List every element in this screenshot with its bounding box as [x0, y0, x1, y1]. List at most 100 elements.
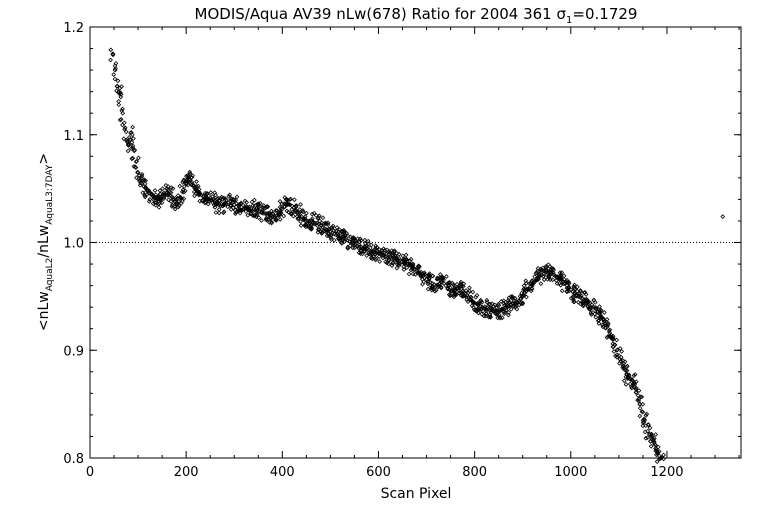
data-point-scatter — [406, 271, 412, 277]
data-point-scatter — [136, 155, 141, 161]
data-point-scatter — [229, 196, 235, 201]
data-point-scatter — [558, 276, 564, 282]
data-point — [631, 380, 637, 385]
data-point-scatter — [293, 204, 299, 210]
data-point-scatter — [391, 249, 397, 255]
x-axis-label: Scan Pixel — [381, 486, 452, 502]
data-point-scatter — [476, 310, 481, 316]
data-point-scatter — [328, 235, 334, 241]
data-point-scatter — [394, 250, 400, 256]
data-point-scatter — [146, 199, 152, 204]
data-point-scatter — [374, 256, 379, 262]
data-point-scatter — [620, 363, 626, 369]
data-point-scatter — [309, 226, 314, 231]
data-point-scatter — [558, 282, 564, 288]
data-point-scatter — [386, 251, 392, 257]
x-tick-label: 1200 — [650, 465, 683, 480]
data-point-scatter — [519, 301, 525, 307]
x-tick-label: 400 — [270, 465, 295, 480]
data-point-scatter — [394, 265, 400, 271]
data-point-scatter — [571, 297, 577, 303]
data-point-scatter — [484, 299, 490, 305]
data-point-scatter — [617, 356, 623, 362]
data-point — [118, 94, 124, 100]
data-point-scatter — [656, 449, 662, 454]
data-point-scatter — [177, 183, 183, 189]
data-point-scatter — [612, 342, 617, 348]
data-point-scatter — [452, 285, 457, 291]
data-point-scatter — [118, 91, 124, 97]
data-point-scatter — [194, 179, 199, 184]
data-point-scatter — [335, 231, 341, 237]
data-point-scatter — [161, 194, 167, 200]
data-point-scatter — [602, 310, 607, 315]
data-point-scatter — [523, 278, 529, 284]
data-point-scatter — [517, 293, 523, 299]
data-point-scatter — [548, 267, 554, 273]
data-point-scatter — [156, 194, 161, 199]
data-point-scatter — [643, 435, 649, 441]
data-point-scatter — [496, 312, 502, 318]
data-point-scatter — [594, 306, 600, 312]
data-point-scatter — [637, 401, 643, 407]
data-point-scatter — [262, 206, 268, 211]
data-point-scatter — [652, 441, 658, 447]
data-point-scatter — [494, 305, 499, 311]
data-point-scatter — [584, 300, 589, 305]
data-point-scatter — [194, 187, 200, 193]
data-point-scatter — [134, 175, 139, 181]
data-point-scatter — [654, 452, 659, 458]
data-point-scatter — [379, 247, 385, 253]
data-point — [393, 257, 399, 263]
data-point-scatter — [601, 319, 607, 324]
data-point-scatter — [325, 220, 331, 226]
data-point-scatter — [543, 274, 549, 280]
data-point — [501, 306, 506, 312]
data-point-scatter — [390, 250, 395, 256]
data-point-scatter — [152, 188, 158, 193]
data-point-scatter — [487, 312, 493, 318]
data-point-scatter — [415, 266, 421, 272]
data-point-scatter — [624, 363, 630, 369]
data-point-scatter — [124, 138, 130, 144]
data-point-scatter — [390, 260, 396, 265]
data-point — [406, 262, 412, 268]
data-point — [228, 199, 233, 204]
data-point-scatter — [470, 289, 476, 295]
data-point-scatter — [604, 317, 610, 322]
data-point-scatter — [550, 270, 556, 275]
data-point-scatter — [617, 346, 623, 351]
data-point-scatter — [495, 301, 501, 307]
data-point-scatter — [377, 259, 383, 264]
data-point-scatter — [564, 285, 570, 291]
data-point-scatter — [633, 389, 639, 395]
data-point-scatter — [217, 198, 223, 204]
data-point-scatter — [523, 280, 529, 286]
data-point-scatter — [287, 197, 293, 202]
data-point-scatter — [529, 286, 534, 291]
data-point-scatter — [559, 288, 565, 294]
data-point-scatter — [300, 208, 306, 213]
data-point-scatter — [550, 277, 556, 283]
data-point-scatter — [310, 216, 315, 222]
data-point-scatter — [578, 288, 583, 293]
data-point-scatter — [440, 276, 446, 282]
data-point-scatter — [205, 201, 211, 207]
data-point-scatter — [597, 304, 602, 310]
data-point-scatter — [602, 325, 608, 331]
data-point-scatter — [233, 197, 239, 203]
data-point-scatter — [168, 199, 174, 204]
data-point-scatter — [234, 201, 239, 207]
data-point-scatter — [153, 200, 159, 205]
data-point-scatter — [252, 212, 258, 218]
data-point-scatter — [158, 196, 164, 202]
data-point-scatter — [614, 352, 620, 358]
data-point-scatter — [623, 367, 628, 373]
data-point-scatter — [129, 140, 135, 145]
data-point-scatter — [382, 254, 388, 260]
data-point-scatter — [643, 413, 649, 418]
data-point — [439, 280, 445, 285]
data-point-scatter — [649, 431, 654, 437]
data-point-scatter — [365, 238, 371, 244]
data-point-scatter — [487, 301, 493, 307]
